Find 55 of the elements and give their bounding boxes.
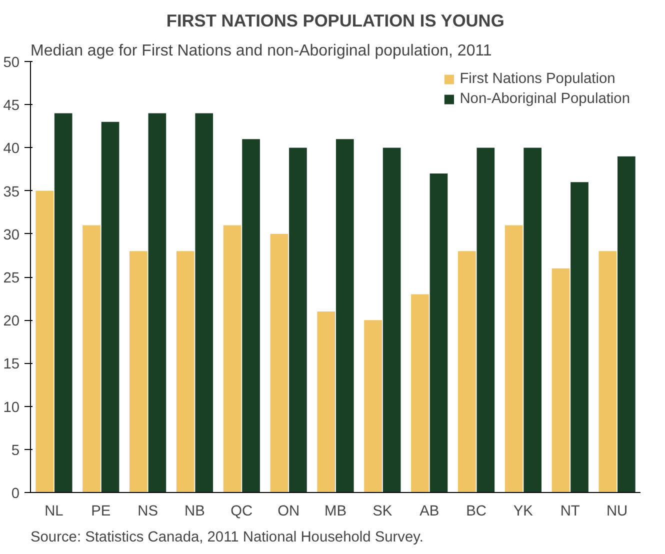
x-tick-label: QC [230,504,254,520]
y-tick-label: 40 [3,141,20,158]
bar [54,113,72,492]
y-tick-label: 45 [3,98,20,114]
x-tick-label: NT [560,504,580,520]
x-tick-label: YK [513,504,534,520]
x-tick-label: NU [606,504,628,520]
bar [411,294,429,492]
y-tick-label: 10 [3,400,20,416]
y-tick-label: 50 [3,55,20,71]
legend-label: Non-Aboriginal Population [460,91,630,107]
y-tick-label: 35 [3,184,20,200]
bar [176,251,194,492]
bar [458,251,476,492]
y-tick-label: 5 [11,442,20,459]
source-note: Source: Statistics Canada, 2011 National Household Survey. [30,530,424,546]
bar [552,268,570,492]
bar [476,148,495,492]
bar [130,251,148,492]
bar [242,139,260,492]
y-tick-label: 30 [3,227,20,244]
x-tick-label: ON [278,504,300,520]
chart-subtitle: Median age for First Nations and non-Aboriginal population, 2011 [30,42,492,60]
bar [101,122,120,492]
x-tick-label: NB [184,504,205,520]
x-tick-label: BC [466,504,487,520]
y-tick-label: 15 [3,356,20,373]
bar [195,113,214,492]
x-tick-label: PE [91,504,111,520]
x-tick-label: MB [324,504,346,520]
x-tick-label: NS [138,504,158,520]
chart-title: FIRST NATIONS POPULATION IS YOUNG [166,10,504,30]
bar [317,311,336,492]
bar [524,148,542,492]
bar [36,190,54,492]
bar [570,182,588,492]
bar [336,139,354,492]
x-tick-label: AB [420,504,440,520]
bar [504,225,523,492]
y-tick-label: 20 [3,314,20,330]
bar [618,156,636,492]
bar [82,225,100,492]
y-tick-label: 25 [3,270,20,286]
x-tick-label: NL [44,504,64,520]
bar [430,174,448,492]
legend-label: First Nations Population [460,71,616,87]
y-tick-label: 0 [11,486,20,502]
bar [148,113,166,492]
bar [364,320,382,492]
bar [598,251,617,492]
bar [289,148,307,492]
bar [382,148,401,492]
x-tick-label: SK [372,504,392,520]
bar [270,234,288,492]
bar [223,225,242,492]
